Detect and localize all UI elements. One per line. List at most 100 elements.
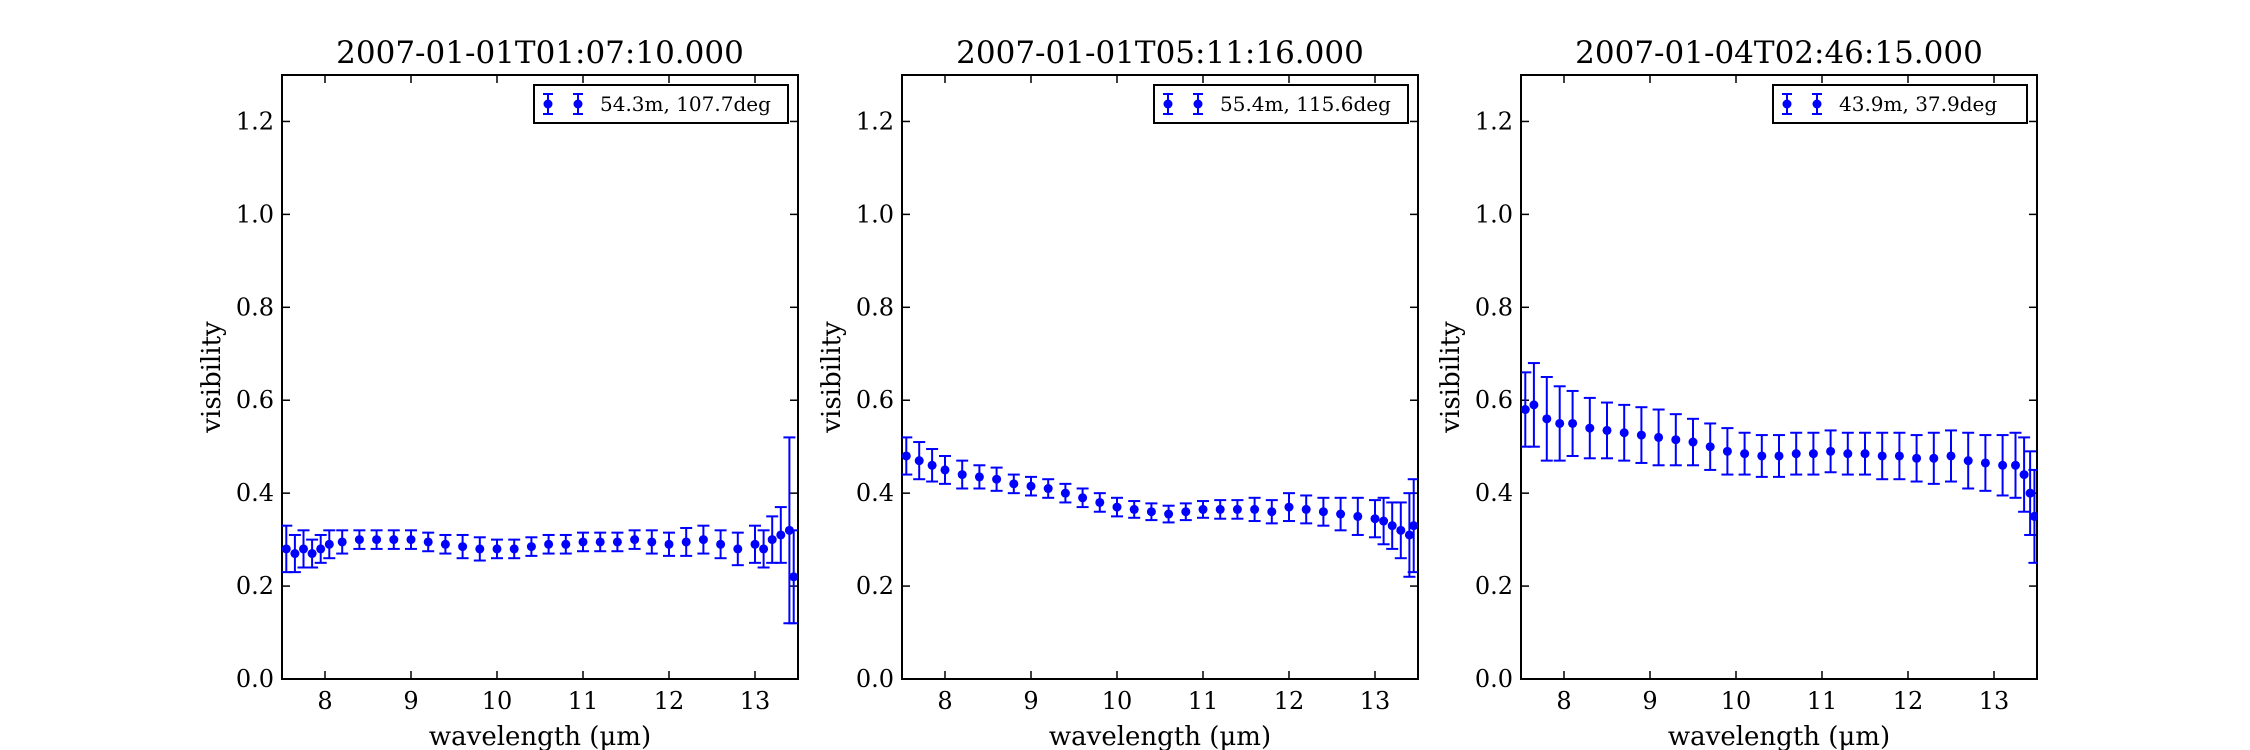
marker <box>290 549 300 559</box>
data-point <box>387 529 400 550</box>
data-point <box>297 529 310 569</box>
marker <box>526 542 536 552</box>
marker <box>1860 449 1870 459</box>
data-point <box>439 533 452 555</box>
marker <box>776 530 786 540</box>
x-tick-label: 8 <box>1556 687 1571 715</box>
y-axis-label: visibility <box>817 321 847 434</box>
data-point <box>1618 403 1631 462</box>
legend-box <box>1772 84 2028 124</box>
marker <box>1705 442 1715 452</box>
marker <box>354 535 364 545</box>
marker <box>1912 453 1922 463</box>
marker <box>1671 435 1681 445</box>
marker <box>927 460 937 470</box>
marker <box>544 539 554 549</box>
data-point <box>913 441 926 481</box>
legend-box <box>533 84 789 124</box>
x-axis-label: wavelength (μm) <box>1668 722 1890 750</box>
data-point <box>288 533 301 574</box>
marker <box>1894 451 1904 461</box>
data-point <box>1093 492 1106 513</box>
x-tick-label: 13 <box>1979 687 2010 715</box>
data-point <box>1669 413 1682 467</box>
marker <box>299 544 308 554</box>
data-point <box>1162 504 1175 524</box>
marker <box>2011 460 2020 470</box>
marker <box>1404 530 1414 540</box>
marker <box>1688 437 1698 447</box>
data-point <box>1755 434 1768 478</box>
marker <box>440 539 450 549</box>
data-point <box>1025 475 1037 497</box>
marker <box>789 572 798 582</box>
data-point <box>1059 482 1072 504</box>
data-point <box>902 436 913 476</box>
marker <box>1980 458 1990 468</box>
marker <box>1998 460 2008 470</box>
marker <box>1409 521 1418 531</box>
data-point <box>2009 431 2022 499</box>
marker <box>1112 502 1122 512</box>
x-tick-label: 13 <box>1360 687 1391 715</box>
data-point <box>577 531 589 553</box>
data-point <box>1635 406 1648 464</box>
marker <box>1181 507 1191 517</box>
marker <box>681 537 691 547</box>
marker <box>1521 405 1530 415</box>
marker <box>698 535 708 545</box>
marker <box>1636 430 1646 440</box>
marker <box>595 537 605 547</box>
data-point <box>1248 496 1261 523</box>
data-point <box>1394 501 1407 560</box>
marker <box>389 535 399 545</box>
marker <box>1043 484 1053 494</box>
data-point <box>1407 478 1418 574</box>
y-tick-label: 0.2 <box>1475 572 1513 600</box>
marker <box>664 539 674 549</box>
marker <box>1877 451 1887 461</box>
data-point <box>1300 494 1313 525</box>
marker <box>282 544 291 554</box>
marker <box>1387 521 1397 531</box>
marker <box>1215 504 1225 514</box>
x-tick-label: 12 <box>654 687 685 715</box>
data-point <box>491 538 503 560</box>
data-point <box>939 454 951 485</box>
data-point <box>1386 501 1399 550</box>
marker <box>1555 418 1565 428</box>
plot-area <box>1520 74 2038 680</box>
data-point <box>1283 492 1295 523</box>
marker <box>1009 479 1019 489</box>
legend-marker <box>1782 93 1792 115</box>
y-tick-label: 0.2 <box>236 572 274 600</box>
data-point <box>1265 499 1278 525</box>
x-axis-label: wavelength (μm) <box>1049 722 1271 750</box>
x-tick-label: 9 <box>1642 687 1657 715</box>
marker <box>423 537 433 547</box>
marker <box>1267 507 1277 517</box>
marker <box>1774 451 1784 461</box>
marker <box>2019 470 2029 480</box>
data-point <box>1824 429 1837 474</box>
data-point <box>731 531 744 567</box>
marker <box>1250 504 1260 514</box>
marker <box>337 537 347 547</box>
marker <box>307 549 317 559</box>
marker <box>759 544 769 554</box>
data-point <box>1403 492 1416 578</box>
x-axis-label: wavelength (μm) <box>429 722 651 750</box>
x-tick-label: 8 <box>937 687 952 715</box>
legend-marker <box>543 93 553 115</box>
x-tick-label: 12 <box>1893 687 1924 715</box>
legend: 54.3m, 107.7deg <box>533 84 789 124</box>
data-point <box>1317 496 1330 527</box>
y-axis-label: visibility <box>1436 321 1466 434</box>
x-tick-label: 8 <box>317 687 332 715</box>
marker <box>1164 509 1174 519</box>
data-point <box>1652 408 1665 467</box>
chart-panel-3: 2007-01-04T02:46:15.000 8 9 10 11 12 13 0.0 0.2 0… <box>1436 35 2038 750</box>
data-point <box>1007 473 1020 495</box>
data-point <box>559 533 572 555</box>
data-point <box>774 506 787 564</box>
